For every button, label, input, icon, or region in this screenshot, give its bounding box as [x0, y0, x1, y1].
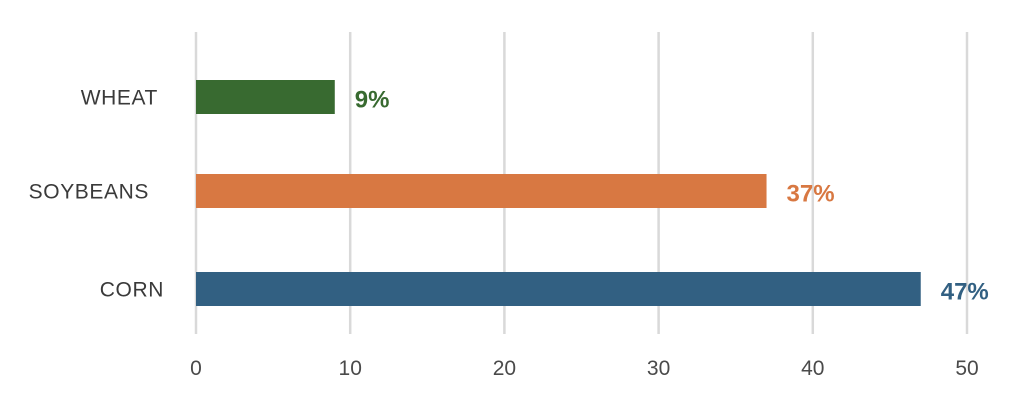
data-label-wheat: 9% [355, 86, 390, 113]
bar-corn [196, 272, 921, 306]
x-tick-label-20: 20 [493, 357, 516, 380]
bar-soybeans [196, 174, 767, 208]
x-axis-tick-labels: 0 10 20 30 40 50 [190, 357, 979, 380]
category-labels: WHEAT SOYBEANS CORN [29, 87, 164, 302]
data-label-corn: 47% [941, 278, 989, 305]
data-label-soybeans: 37% [787, 180, 835, 207]
category-label-soybeans: SOYBEANS [29, 181, 149, 204]
bar-wheat [196, 80, 335, 114]
x-tick-label-50: 50 [955, 357, 978, 380]
category-label-corn: CORN [100, 279, 164, 302]
x-tick-label-10: 10 [339, 357, 362, 380]
bars [196, 80, 921, 306]
value-labels: 9% 37% 47% [355, 86, 989, 305]
category-label-wheat: WHEAT [81, 87, 158, 110]
x-tick-label-0: 0 [190, 357, 202, 380]
x-tick-label-30: 30 [647, 357, 670, 380]
x-tick-label-40: 40 [801, 357, 824, 380]
